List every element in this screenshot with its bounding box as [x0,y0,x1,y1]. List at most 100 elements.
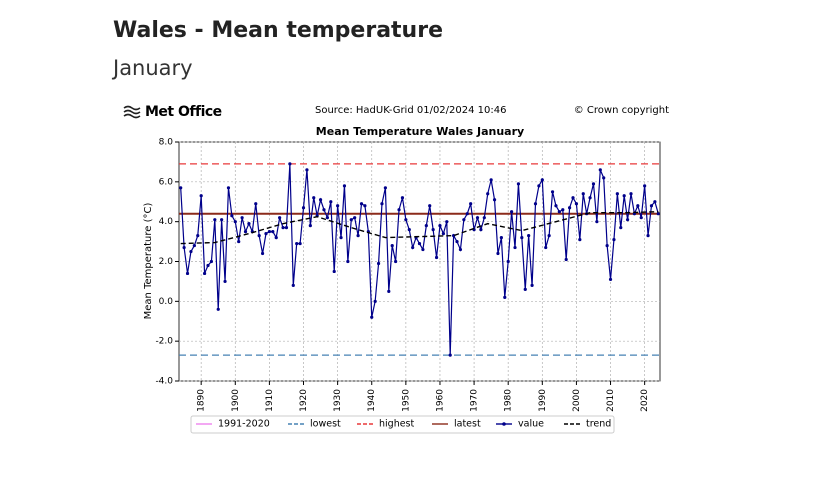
value-point [643,184,647,188]
value-point [356,234,360,238]
value-point [598,168,602,172]
logo-text: Met Office [145,104,222,120]
value-point [465,212,469,216]
value-point [342,184,347,188]
value-point [284,226,289,230]
x-tick-label: 1890 [197,389,207,412]
value-point [353,216,357,220]
value-point [196,234,200,238]
value-point [608,277,613,282]
value-point [513,245,517,250]
value-point [516,182,521,186]
y-tick-label: 4.0 [159,217,174,227]
value-point [387,289,391,293]
value-point [496,251,500,256]
value-point [646,234,650,238]
value-point [581,192,585,196]
value-point [383,186,387,190]
value-point [622,194,626,198]
value-point [550,190,555,194]
x-tick-label: 2000 [572,389,582,412]
source: Source: HadUK-Grid 01/02/2024 10:46 [315,105,507,116]
value-point [527,234,531,238]
value-point [649,204,654,208]
y-tick-label: 0.0 [159,297,174,307]
value-point [612,237,616,242]
value-point [619,226,623,230]
value-point [486,192,490,196]
value-point [260,251,265,256]
value-point [295,241,299,246]
y-tick-label: 6.0 [159,177,174,187]
x-tick-label: 1940 [367,389,377,412]
value-point [492,198,497,202]
value-point [411,245,415,250]
value-point [281,226,285,230]
value-point [625,218,630,222]
logo-icon [123,105,141,119]
value-point [404,218,408,222]
value-point [554,204,558,208]
x-tick-label: 2020 [640,389,650,412]
value-point [400,196,405,200]
value-point [571,196,575,200]
value-point [206,263,210,268]
value-point [390,243,394,248]
value-point [288,162,292,166]
value-point [431,228,435,232]
value-point [182,245,186,250]
y-tick-label: 8.0 [159,138,174,148]
value-point [489,178,493,182]
value-point [544,245,548,250]
subheading: January [113,56,193,80]
value-point [226,186,231,190]
value-point [510,210,514,214]
x-tick-label: 1950 [401,389,411,412]
value-point [192,243,196,248]
value-point [308,224,312,228]
value-point [615,192,619,196]
value-point [370,315,374,319]
value-point [237,239,241,244]
legend-label: latest [454,419,481,430]
value-point [318,198,323,202]
value-point [380,202,384,206]
value-point [639,216,643,220]
value-point [434,255,439,260]
value-point [428,204,432,208]
value-point [469,202,473,206]
value-point [421,247,425,252]
value-point [257,234,261,238]
value-point [588,196,592,200]
legend-marker [502,422,506,426]
value-point [475,216,480,220]
value-point [595,220,599,224]
value-point [185,271,190,276]
value-point [346,259,350,264]
value-point [547,234,551,238]
value-point [359,202,364,206]
value-point [533,202,538,206]
value-point [523,287,527,291]
legend-label: trend [586,419,611,430]
legend-box [190,415,615,434]
value-point [394,259,398,264]
value-point [189,249,193,254]
value-point [274,236,278,240]
y-tick-label: -2.0 [155,337,173,347]
value-point [291,283,295,287]
value-point [462,218,466,222]
value-point [561,208,565,212]
value-point [448,353,452,357]
value-point [230,214,234,218]
value-point [567,206,572,210]
value-point [506,259,510,264]
heading: Wales - Mean temperature [113,18,443,43]
value-point [424,224,428,228]
y-tick-label: 2.0 [159,257,174,267]
value-point [636,204,640,208]
value-point [301,206,306,210]
value-point [254,202,258,206]
value-point [363,204,367,208]
